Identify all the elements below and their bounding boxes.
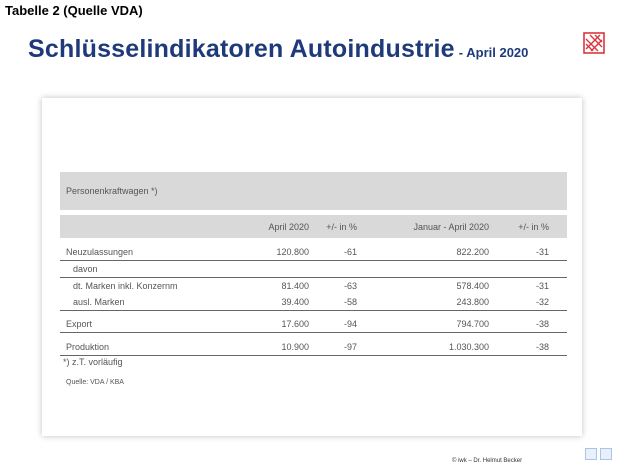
footnote: *) z.T. vorläufig [63, 357, 123, 367]
row-label: ausl. Marken [73, 297, 125, 307]
slide-title-main: Schlüsselindikatoren Autoindustrie [28, 35, 455, 63]
section-label: Personenkraftwagen *) [66, 186, 158, 196]
table-row: Export 17.600 -94 794.700 -38 [60, 316, 567, 333]
cell-april: 17.600 [281, 319, 309, 329]
section-header: Personenkraftwagen *) [60, 172, 567, 210]
next-slide-button[interactable] [600, 448, 612, 460]
cell-change-jan-april: -31 [535, 247, 549, 257]
cell-change-jan-april: -31 [535, 281, 549, 291]
cell-april: 10.900 [281, 342, 309, 352]
column-header-jan-april: Januar - April 2020 [413, 222, 489, 232]
table-row: ausl. Marken 39.400 -58 243.800 -32 [60, 294, 567, 311]
cell-change-april: -94 [343, 319, 357, 329]
slide-title: Schlüsselindikatoren Autoindustrie - Apri… [28, 35, 528, 64]
cell-change-jan-april: -32 [535, 297, 549, 307]
column-header-change-jan-april: +/- in % [518, 222, 549, 232]
table-row: davon [60, 261, 567, 278]
content-panel [42, 98, 582, 436]
cell-change-jan-april: -38 [535, 342, 549, 352]
figure-caption: Tabelle 2 (Quelle VDA) [5, 3, 143, 18]
cell-change-jan-april: -38 [535, 319, 549, 329]
cell-change-april: -97 [343, 342, 357, 352]
cell-change-april: -58 [343, 297, 357, 307]
cell-jan-april: 822.200 [456, 247, 489, 257]
cell-change-april: -63 [343, 281, 357, 291]
cell-jan-april: 243.800 [456, 297, 489, 307]
source-note: Quelle: VDA / KBA [66, 379, 124, 386]
column-header-row: April 2020 +/- in % Januar - April 2020 … [60, 215, 567, 238]
vda-logo-icon [583, 32, 605, 54]
table-row: Neuzulassungen 120.800 -61 822.200 -31 [60, 244, 567, 261]
cell-jan-april: 1.030.300 [448, 342, 489, 352]
cell-jan-april: 794.700 [456, 319, 489, 329]
row-label: Export [66, 319, 93, 329]
cell-april: 81.400 [281, 281, 309, 291]
row-label: Produktion [66, 342, 110, 352]
cell-change-april: -61 [343, 247, 357, 257]
slide-title-sub: - April 2020 [458, 45, 529, 60]
cell-april: 39.400 [281, 297, 309, 307]
table-row: dt. Marken inkl. Konzernm 81.400 -63 578… [60, 278, 567, 295]
row-label: davon [73, 264, 98, 274]
table-row: Produktion 10.900 -97 1.030.300 -38 [60, 339, 567, 356]
prev-slide-button[interactable] [585, 448, 597, 460]
cell-jan-april: 578.400 [456, 281, 489, 291]
row-label: Neuzulassungen [66, 247, 134, 257]
column-header-april: April 2020 [268, 222, 309, 232]
column-header-change-april: +/- in % [326, 222, 357, 232]
row-label: dt. Marken inkl. Konzernm [73, 281, 178, 291]
copyright-footer: © iwk – Dr. Helmut Becker [452, 458, 523, 464]
slide-nav [585, 448, 612, 460]
cell-april: 120.800 [276, 247, 309, 257]
